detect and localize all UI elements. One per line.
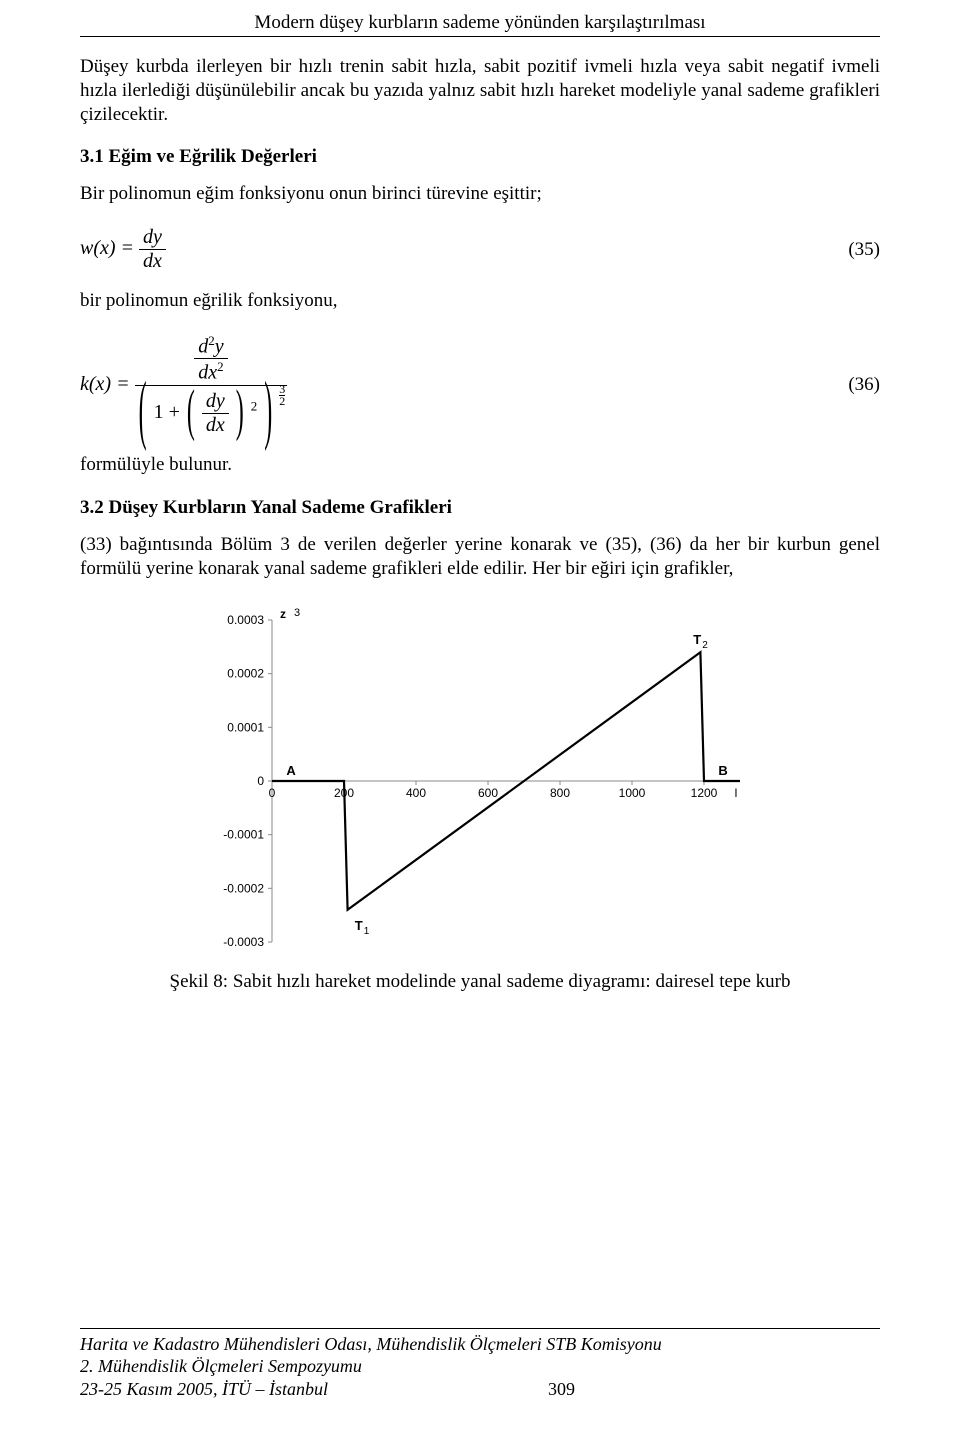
eq36-inner-sq: 2: [251, 399, 258, 414]
eq36-outer-frac: d2y dx2 ( 1 + ( dy dx ): [135, 333, 288, 437]
equation-35-body: w(x) = dy dx: [80, 226, 166, 273]
page: Modern düşey kurbların sademe yönünden k…: [0, 0, 960, 1430]
poly-intro: Bir polinomun eğim fonksiyonu onun birin…: [80, 182, 880, 206]
svg-text:T: T: [693, 633, 701, 648]
svg-text:3: 3: [294, 607, 300, 619]
eq36-dx: dx: [198, 362, 217, 384]
svg-text:l: l: [735, 786, 738, 800]
svg-text:1000: 1000: [619, 786, 646, 800]
svg-text:-0.0001: -0.0001: [223, 828, 264, 842]
eq35-num: dy: [139, 226, 166, 249]
svg-text:400: 400: [406, 786, 426, 800]
page-footer: Harita ve Kadastro Mühendisleri Odası, M…: [80, 1328, 880, 1401]
sec32-body: (33) bağıntısında Bölüm 3 de verilen değ…: [80, 533, 880, 581]
eq36-outer-exp: 3 2: [279, 384, 285, 407]
intro-paragraph: Düşey kurbda ilerleyen bir hızlı trenin …: [80, 55, 880, 126]
svg-text:800: 800: [550, 786, 570, 800]
svg-text:z: z: [280, 607, 286, 621]
eq36-lparen-inner: (: [185, 381, 197, 446]
footer-rule: [80, 1328, 880, 1329]
eq35-tag: (35): [848, 239, 880, 261]
svg-text:600: 600: [478, 786, 498, 800]
figure-8-chart: 0.0003 0.0002 0.0001 0 -0.0001 -0.0002 -0.0003…: [200, 600, 760, 965]
eq36-top-frac: d2y dx2: [194, 333, 227, 385]
eq36-rparen-outer: ): [262, 370, 274, 456]
footer-date-venue: 23-25 Kasım 2005, İTÜ – İstanbul: [80, 1378, 328, 1401]
figure-8-caption: Şekil 8: Sabit hızlı hareket modelinde y…: [80, 971, 880, 993]
eq35-den: dx: [139, 249, 166, 273]
eq36-top-den: dx2: [194, 358, 227, 385]
eq36-y: y: [215, 335, 224, 357]
formula-end: formülüyle bulunur.: [80, 453, 880, 477]
poly-curv: bir polinomun eğrilik fonksiyonu,: [80, 289, 880, 313]
svg-text:T: T: [355, 918, 363, 933]
eq36-lparen-outer: (: [137, 370, 149, 456]
svg-text:2: 2: [702, 641, 708, 652]
eq36-lhs: k(x) =: [80, 373, 130, 395]
svg-text:A: A: [286, 763, 296, 778]
svg-text:1200: 1200: [691, 786, 718, 800]
svg-text:0.0001: 0.0001: [227, 721, 264, 735]
equation-36-body: k(x) = d2y dx2 ( 1 + (: [80, 333, 287, 437]
svg-text:B: B: [718, 763, 727, 778]
svg-text:1: 1: [364, 926, 370, 937]
eq36-tag: (36): [848, 374, 880, 396]
svg-text:0.0002: 0.0002: [227, 667, 264, 681]
section-3-2-title: 3.2 Düşey Kurbların Yanal Sademe Grafikl…: [80, 497, 880, 519]
chart-svg: 0.0003 0.0002 0.0001 0 -0.0001 -0.0002 -0.0003…: [200, 600, 760, 960]
eq36-inner-frac: dy dx: [202, 390, 229, 437]
eq36-top-num: d2y: [194, 333, 227, 359]
eq36-d: d: [198, 335, 208, 357]
footer-line-3: 23-25 Kasım 2005, İTÜ – İstanbul 309: [80, 1378, 880, 1401]
footer-line-2: 2. Mühendislik Ölçmeleri Sempozyumu: [80, 1355, 880, 1378]
eq36-dx-sup: 2: [217, 359, 224, 374]
svg-text:-0.0002: -0.0002: [223, 882, 264, 896]
eq36-inner-num: dy: [202, 390, 229, 413]
eq36-bottom: ( 1 + ( dy dx ) 2 ) 3 2: [135, 385, 288, 437]
svg-text:0.0003: 0.0003: [227, 613, 264, 627]
section-3-1-title: 3.1 Eğim ve Eğrilik Değerleri: [80, 146, 880, 168]
page-number: 309: [548, 1378, 575, 1401]
equation-35: w(x) = dy dx (35): [80, 226, 880, 273]
eq36-rparen-inner: ): [234, 381, 246, 446]
eq36-one-plus: 1 +: [154, 401, 180, 423]
svg-text:-0.0003: -0.0003: [223, 935, 264, 949]
eq35-lhs: w(x) =: [80, 237, 134, 259]
running-title: Modern düşey kurbların sademe yönünden k…: [80, 0, 880, 37]
eq36-inner-den: dx: [202, 413, 229, 437]
footer-line-1: Harita ve Kadastro Mühendisleri Odası, M…: [80, 1333, 880, 1356]
svg-text:0: 0: [257, 774, 264, 788]
equation-36: k(x) = d2y dx2 ( 1 + (: [80, 333, 880, 437]
eq35-fraction: dy dx: [139, 226, 166, 273]
svg-text:0: 0: [269, 786, 276, 800]
eq36-exp-den: 2: [279, 395, 285, 407]
